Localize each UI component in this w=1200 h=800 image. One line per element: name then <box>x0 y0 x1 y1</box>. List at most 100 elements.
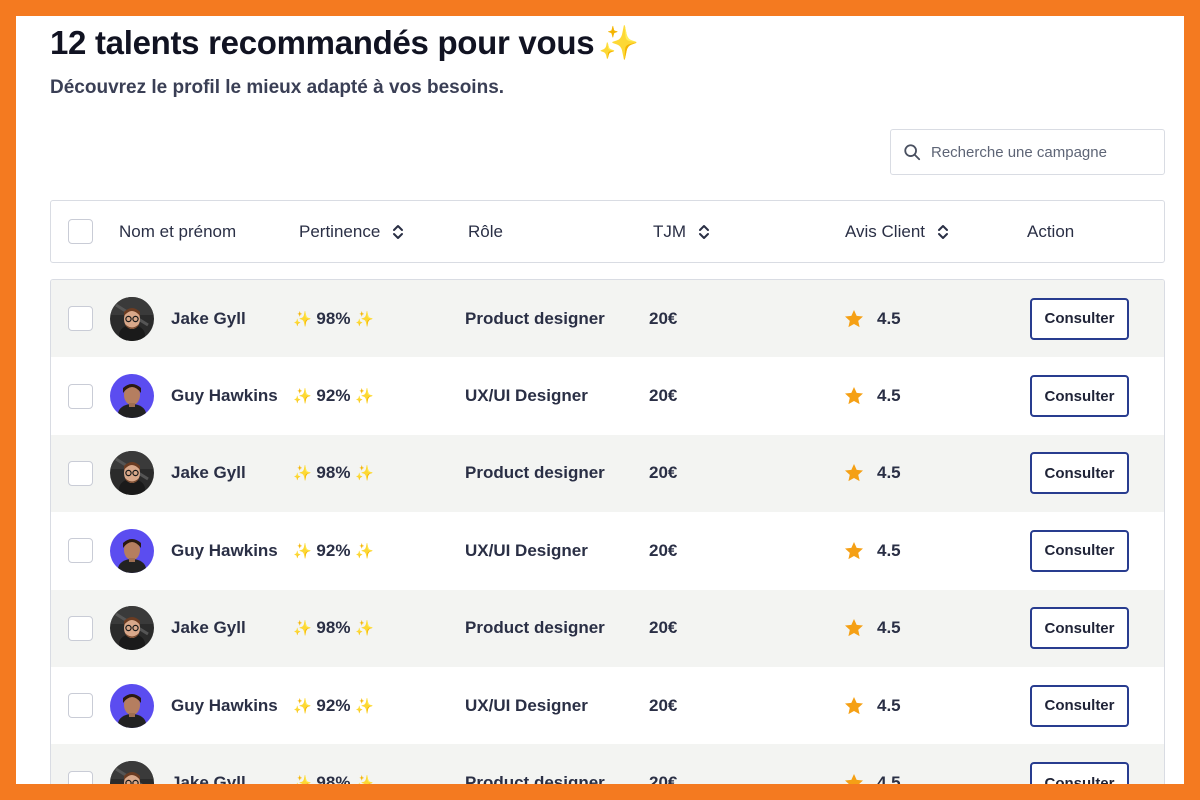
search-box[interactable] <box>890 129 1165 175</box>
tjm-value: 20€ <box>649 308 678 328</box>
select-all-cell <box>68 201 93 262</box>
pertinence-value: 92% <box>316 540 351 560</box>
sort-icon[interactable] <box>392 223 404 241</box>
row-checkbox[interactable] <box>68 538 93 564</box>
row-checkbox[interactable] <box>68 615 93 641</box>
consult-button[interactable]: Consulter <box>1030 529 1129 572</box>
tjm-cell: 20€ <box>649 744 677 784</box>
name-cell: Jake Gyll <box>171 590 246 667</box>
rating-value: 4.5 <box>877 695 901 715</box>
rating-cell: 4.5 <box>843 357 901 434</box>
column-avis[interactable]: Avis Client <box>845 201 949 262</box>
row-checkbox[interactable] <box>68 770 93 784</box>
sparkle-icon: ✨ <box>293 697 312 715</box>
star-icon <box>845 696 863 714</box>
star-icon <box>845 387 863 405</box>
tjm-value: 20€ <box>649 463 678 483</box>
sort-icon[interactable] <box>937 223 949 241</box>
table-row: Guy Hawkins ✨ 92% ✨ UX/UI Designer 20€ 4… <box>51 357 1164 435</box>
tjm-value: 20€ <box>649 540 678 560</box>
sparkle-icon: ✨ <box>293 465 312 483</box>
sparkle-icon: ✨ <box>598 24 640 61</box>
action-cell: Consulter <box>1030 280 1129 357</box>
column-role: Rôle <box>468 201 503 262</box>
role-cell: UX/UI Designer <box>465 667 588 744</box>
consult-button[interactable]: Consulter <box>1030 375 1129 418</box>
pertinence-cell: ✨ 98% ✨ <box>293 435 374 512</box>
search-input[interactable] <box>931 143 1151 161</box>
row-checkbox[interactable] <box>68 306 93 332</box>
row-select-cell <box>68 744 93 784</box>
action-cell: Consulter <box>1030 435 1129 512</box>
pertinence-value: 98% <box>316 618 351 638</box>
sparkle-icon: ✨ <box>355 542 374 560</box>
action-cell: Consulter <box>1030 512 1129 589</box>
column-name-label: Nom et prénom <box>119 221 237 241</box>
select-all-checkbox[interactable] <box>68 219 93 244</box>
consult-button[interactable]: Consulter <box>1030 607 1129 650</box>
consult-button[interactable]: Consulter <box>1030 762 1129 784</box>
table-header: Nom et prénom Pertinence Rôle TJM Avis C… <box>50 200 1165 263</box>
rating-value: 4.5 <box>877 463 901 483</box>
pertinence-value: 92% <box>316 386 351 406</box>
pertinence-cell: ✨ 98% ✨ <box>293 590 374 667</box>
pertinence-value: 92% <box>316 695 351 715</box>
name-cell: Jake Gyll <box>171 280 246 357</box>
tjm-cell: 20€ <box>649 280 677 357</box>
rating-cell: 4.5 <box>843 667 901 744</box>
sparkle-icon: ✨ <box>355 697 374 715</box>
row-select-cell <box>68 590 93 667</box>
star-icon <box>845 464 863 482</box>
table-row: Guy Hawkins ✨ 92% ✨ UX/UI Designer 20€ 4… <box>51 512 1164 590</box>
row-checkbox[interactable] <box>68 693 93 719</box>
talent-name: Jake Gyll <box>171 463 246 483</box>
talent-name: Guy Hawkins <box>171 540 278 560</box>
row-select-cell <box>68 667 93 744</box>
rating-cell: 4.5 <box>843 512 901 589</box>
table-row: Jake Gyll ✨ 98% ✨ Product designer 20€ 4… <box>51 434 1164 513</box>
sort-icon[interactable] <box>698 223 710 241</box>
rating-value: 4.5 <box>877 773 901 784</box>
action-cell: Consulter <box>1030 590 1129 667</box>
table-row: Guy Hawkins ✨ 92% ✨ UX/UI Designer 20€ 4… <box>51 666 1164 745</box>
rating-value: 4.5 <box>877 618 901 638</box>
avatar <box>110 528 154 573</box>
pertinence-cell: ✨ 98% ✨ <box>293 280 374 357</box>
action-cell: Consulter <box>1030 667 1129 744</box>
talent-role: UX/UI Designer <box>465 695 588 715</box>
consult-button[interactable]: Consulter <box>1030 452 1129 495</box>
row-checkbox[interactable] <box>68 383 93 409</box>
column-tjm[interactable]: TJM <box>653 201 710 262</box>
star-icon <box>845 309 863 327</box>
star-icon <box>845 619 863 637</box>
consult-button[interactable]: Consulter <box>1030 684 1129 727</box>
rating-value: 4.5 <box>877 308 901 328</box>
talent-name: Jake Gyll <box>171 773 246 784</box>
talent-name: Guy Hawkins <box>171 695 278 715</box>
row-checkbox[interactable] <box>68 460 93 486</box>
pertinence-value: 98% <box>316 463 351 483</box>
row-select-cell <box>68 280 93 357</box>
consult-button[interactable]: Consulter <box>1030 297 1129 340</box>
column-pertinence[interactable]: Pertinence <box>299 201 404 262</box>
avatar-cell <box>110 435 154 512</box>
tjm-cell: 20€ <box>649 435 677 512</box>
page-title: 12 talents recommandés pour vous ✨ <box>50 24 640 61</box>
star-icon <box>845 541 863 560</box>
avatar <box>110 761 154 784</box>
pertinence-value: 98% <box>316 308 351 328</box>
role-cell: UX/UI Designer <box>465 512 588 589</box>
table-row: Jake Gyll ✨ 98% ✨ Product designer 20€ 4… <box>51 589 1164 667</box>
avatar <box>110 683 154 728</box>
tjm-value: 20€ <box>649 695 678 715</box>
name-cell: Jake Gyll <box>171 435 246 512</box>
rating-cell: 4.5 <box>843 744 901 784</box>
column-tjm-label: TJM <box>653 221 687 241</box>
tjm-value: 20€ <box>649 618 678 638</box>
name-cell: Guy Hawkins <box>171 512 278 589</box>
pertinence-cell: ✨ 98% ✨ <box>293 744 374 784</box>
avatar-cell <box>110 744 154 784</box>
talent-name: Jake Gyll <box>171 618 246 638</box>
sparkle-icon: ✨ <box>355 388 374 406</box>
tjm-cell: 20€ <box>649 667 677 744</box>
